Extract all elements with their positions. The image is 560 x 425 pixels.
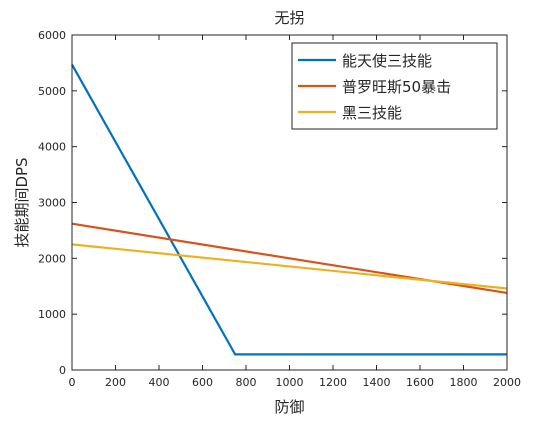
- y-tick-label: 5000: [38, 85, 66, 98]
- x-tick-label: 200: [105, 376, 126, 389]
- y-tick-label: 0: [59, 364, 66, 377]
- x-tick-label: 1400: [363, 376, 391, 389]
- chart-title: 无拐: [274, 9, 304, 27]
- x-tick-label: 1600: [406, 376, 434, 389]
- legend-label-2: 普罗旺斯50暴击: [342, 78, 451, 96]
- x-tick-label: 1200: [319, 376, 347, 389]
- x-tick-label: 400: [149, 376, 170, 389]
- x-tick-label: 1800: [450, 376, 478, 389]
- y-axis-label: 技能期间DPS: [13, 157, 31, 247]
- x-tick-label: 0: [69, 376, 76, 389]
- x-tick-label: 800: [236, 376, 257, 389]
- series-line-3: [71, 243, 508, 290]
- y-tick-label: 2000: [38, 252, 66, 265]
- y-tick-label: 1000: [38, 308, 66, 321]
- x-tick-label: 2000: [493, 376, 521, 389]
- legend-label-1: 能天使三技能: [342, 52, 432, 70]
- series-line-1: [71, 64, 507, 356]
- y-tick-label: 4000: [38, 141, 66, 154]
- legend-label-3: 黑三技能: [342, 104, 402, 122]
- x-axis-label: 防御: [274, 398, 304, 416]
- x-tick-label: 1000: [276, 376, 304, 389]
- y-tick-label: 3000: [38, 197, 66, 210]
- ticks-layer: 0 200 400 600 800 1000 1200 1400 1600 1800 2000 0 10…: [38, 29, 521, 389]
- y-tick-label: 6000: [38, 29, 66, 42]
- x-tick-label: 600: [192, 376, 213, 389]
- series-layer: [71, 64, 508, 356]
